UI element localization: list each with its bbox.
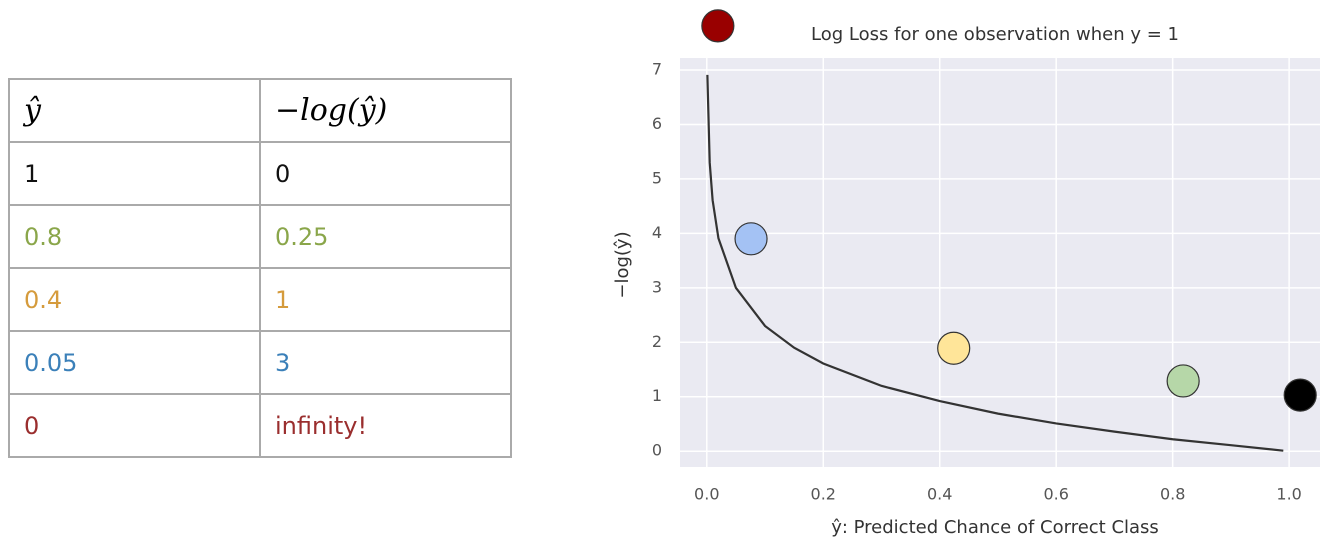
x-axis-label: ŷ: Predicted Chance of Correct Class [831, 517, 1159, 538]
point [734, 222, 768, 256]
header-cell: −log(ŷ) [259, 78, 512, 143]
point [701, 9, 735, 43]
point [1166, 364, 1200, 398]
table-row: 0.05 3 [8, 330, 512, 395]
x-tick-label: 0.8 [1160, 485, 1185, 504]
header-row: ŷ −log(ŷ) [8, 78, 512, 143]
y-tick-label: 3 [652, 277, 662, 296]
loss-curve [706, 74, 1284, 452]
x-tick-label: 0.2 [811, 485, 836, 504]
table-row: 0 infinity! [8, 393, 512, 458]
table-cell: 1 [8, 141, 261, 206]
loss-table: ŷ −log(ŷ) 1 0 0.8 0.25 0.4 1 0.05 3 0 infinity! [8, 78, 512, 458]
x-tick-label: 1.0 [1276, 485, 1301, 504]
table-body: ŷ −log(ŷ) 1 0 0.8 0.25 0.4 1 0.05 3 0 infinity! [8, 78, 512, 458]
y-tick-label: 2 [652, 332, 662, 351]
table-cell: 1 [259, 267, 512, 332]
y-axis-label: −log(ŷ) [612, 231, 633, 298]
table-row: 0.8 0.25 [8, 204, 512, 269]
table-cell: infinity! [259, 393, 512, 458]
x-tick-label: 0.4 [927, 485, 952, 504]
table-cell: 0.4 [8, 267, 261, 332]
point [1283, 378, 1317, 412]
table-cell: 0.25 [259, 204, 512, 269]
table-cell: 0 [259, 141, 512, 206]
table-cell: 0 [8, 393, 261, 458]
table-row: 0.4 1 [8, 267, 512, 332]
y-tick-label: 0 [652, 441, 662, 460]
table-cell: 3 [259, 330, 512, 395]
x-tick-label: 0.0 [694, 485, 719, 504]
y-tick-label: 7 [652, 59, 662, 78]
header-cell: ŷ [8, 78, 261, 143]
table-cell: 0.8 [8, 204, 261, 269]
y-tick-label: 1 [652, 386, 662, 405]
point [937, 331, 971, 365]
plot-area [680, 58, 1320, 467]
x-tick-label: 0.6 [1043, 485, 1068, 504]
chart-title: Log Loss for one observation when y = 1 [811, 24, 1179, 45]
table-cell: 0.05 [8, 330, 261, 395]
y-tick-label: 4 [652, 223, 662, 242]
y-tick-label: 6 [652, 114, 662, 133]
y-tick-label: 5 [652, 168, 662, 187]
